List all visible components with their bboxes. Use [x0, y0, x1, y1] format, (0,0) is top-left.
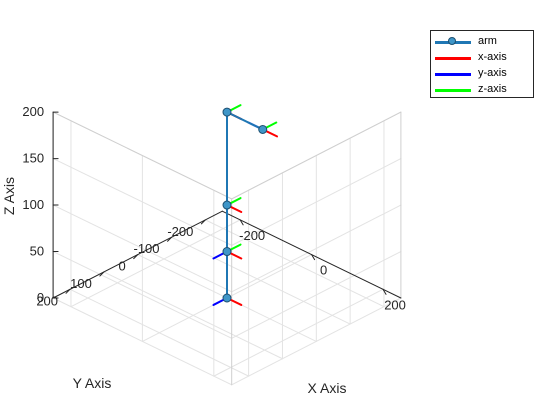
legend-label-arm: arm — [478, 35, 497, 47]
legend-label-z-axis: z-axis — [478, 83, 507, 95]
legend-swatch-z-axis — [435, 89, 471, 92]
y-tick-mark — [167, 236, 173, 242]
grid-line — [231, 297, 402, 386]
grid-line — [231, 158, 402, 246]
x-tick-label: 0 — [320, 263, 327, 278]
legend-entry-y-axis: y-axis — [431, 66, 533, 82]
arm-series — [222, 107, 268, 303]
grid-line — [52, 204, 233, 293]
legend-entry-z-axis: z-axis — [431, 82, 533, 98]
box-back-edge — [231, 111, 402, 200]
legend-swatch-x-axis — [435, 57, 471, 60]
z-tick-label: 50 — [30, 244, 44, 259]
grid-line — [52, 158, 233, 246]
grid — [52, 111, 402, 386]
x-tick-label: -200 — [239, 228, 265, 243]
axes-box — [52, 111, 402, 299]
legend-entry-x-axis: x-axis — [431, 50, 533, 66]
y-tick-label: -200 — [167, 224, 193, 239]
x-tick-mark — [382, 288, 387, 295]
x-axis-label: X Axis — [308, 380, 347, 396]
arm-line — [226, 110, 264, 298]
arm-joint-marker — [222, 107, 232, 117]
y-tick-mark — [133, 254, 139, 260]
box-back-edge — [52, 111, 233, 200]
arm-joint-marker — [222, 293, 232, 303]
grid-line — [52, 251, 233, 339]
legend: arm x-axis y-axis z-axis — [430, 30, 534, 98]
x-tick-label: 200 — [384, 297, 406, 312]
y-tick-label: 200 — [36, 293, 58, 308]
legend-entry-arm: arm — [431, 34, 533, 50]
z-tick-label: 0 — [37, 290, 44, 305]
z-tick-label: 100 — [22, 197, 44, 212]
legend-marker-arm — [448, 37, 456, 45]
grid-line — [231, 204, 402, 293]
x-tick-mark — [311, 254, 316, 261]
z-tick-label: 200 — [22, 104, 44, 119]
arm-joint-marker — [222, 200, 232, 210]
z-tick-label: 150 — [22, 151, 44, 166]
legend-label-y-axis: y-axis — [478, 67, 507, 79]
y-tick-mark — [200, 219, 206, 225]
grid-line — [52, 297, 233, 386]
legend-swatch-y-axis — [435, 73, 471, 76]
arm-joint-marker — [222, 247, 232, 257]
legend-label-x-axis: x-axis — [478, 51, 507, 63]
grid-line — [103, 271, 283, 360]
y-tick-label: -100 — [134, 241, 160, 256]
y-tick-mark — [99, 271, 105, 277]
arm-joint-marker — [258, 124, 268, 134]
y-axis-label: Y Axis — [73, 375, 112, 391]
grid-line — [171, 236, 351, 325]
grid-line — [231, 251, 402, 339]
z-axis-label: Z Axis — [1, 177, 17, 215]
y-tick-label: 0 — [118, 259, 125, 274]
y-tick-label: 100 — [70, 276, 92, 291]
y-tick-mark — [65, 288, 71, 294]
grid-line — [69, 288, 250, 377]
x-tick-mark — [239, 219, 244, 226]
grid-line — [204, 219, 385, 308]
